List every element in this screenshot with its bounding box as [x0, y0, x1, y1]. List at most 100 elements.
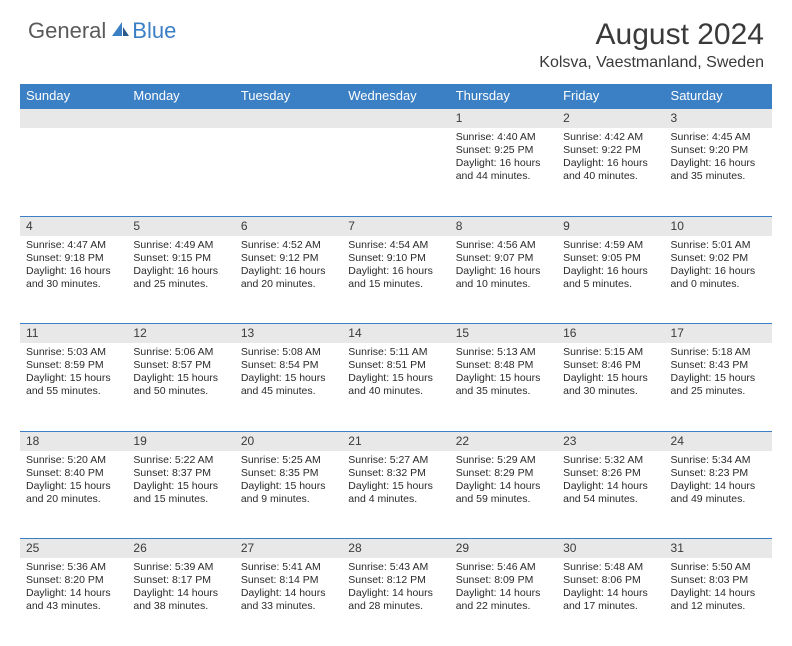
daylight-text: Daylight: 16 hours and 44 minutes.: [456, 157, 551, 183]
day-cell: Sunrise: 5:25 AMSunset: 8:35 PMDaylight:…: [235, 451, 342, 539]
daylight-text: Daylight: 14 hours and 59 minutes.: [456, 480, 551, 506]
weekday-header-row: Sunday Monday Tuesday Wednesday Thursday…: [20, 84, 772, 108]
sunset-text: Sunset: 9:07 PM: [456, 252, 551, 265]
sunrise-text: Sunrise: 4:49 AM: [133, 239, 228, 252]
sunrise-text: Sunrise: 5:39 AM: [133, 561, 228, 574]
sunset-text: Sunset: 9:10 PM: [348, 252, 443, 265]
sunset-text: Sunset: 9:15 PM: [133, 252, 228, 265]
sunrise-text: Sunrise: 4:42 AM: [563, 131, 658, 144]
day-number: 18: [20, 431, 127, 451]
daylight-text: Daylight: 14 hours and 33 minutes.: [241, 587, 336, 613]
day-cell: Sunrise: 5:36 AMSunset: 8:20 PMDaylight:…: [20, 558, 127, 646]
weekday-header: Tuesday: [235, 84, 342, 108]
sunset-text: Sunset: 8:32 PM: [348, 467, 443, 480]
day-cell: Sunrise: 5:34 AMSunset: 8:23 PMDaylight:…: [665, 451, 772, 539]
daylight-text: Daylight: 16 hours and 25 minutes.: [133, 265, 228, 291]
sunrise-text: Sunrise: 5:29 AM: [456, 454, 551, 467]
day-number: 2: [557, 108, 664, 128]
month-title: August 2024: [539, 18, 764, 52]
weekday-header: Wednesday: [342, 84, 449, 108]
sunset-text: Sunset: 8:35 PM: [241, 467, 336, 480]
daylight-text: Daylight: 14 hours and 49 minutes.: [671, 480, 766, 506]
daylight-text: Daylight: 16 hours and 5 minutes.: [563, 265, 658, 291]
day-number: 5: [127, 216, 234, 236]
day-number-row: 25262728293031: [20, 539, 772, 559]
day-cell: Sunrise: 5:08 AMSunset: 8:54 PMDaylight:…: [235, 343, 342, 431]
daylight-text: Daylight: 14 hours and 28 minutes.: [348, 587, 443, 613]
day-cell: [127, 128, 234, 216]
day-info-row: Sunrise: 5:20 AMSunset: 8:40 PM Daylight:…: [20, 451, 772, 539]
weekday-header: Thursday: [450, 84, 557, 108]
day-cell: [20, 128, 127, 216]
day-cell: Sunrise: 5:18 AMSunset: 8:43 PMDaylight:…: [665, 343, 772, 431]
sunset-text: Sunset: 9:18 PM: [26, 252, 121, 265]
day-info-row: Sunrise: 4:47 AMSunset: 9:18 PMDaylight:…: [20, 236, 772, 324]
sunrise-text: Sunrise: 5:11 AM: [348, 346, 443, 359]
day-cell: Sunrise: 4:40 AMSunset: 9:25 PMDaylight:…: [450, 128, 557, 216]
day-number: 17: [665, 324, 772, 344]
day-cell: Sunrise: 5:13 AMSunset: 8:48 PMDaylight:…: [450, 343, 557, 431]
sunset-text: Sunset: 8:48 PM: [456, 359, 551, 372]
sunset-text: Sunset: 8:14 PM: [241, 574, 336, 587]
daylight-text: Daylight: 15 hours and 55 minutes.: [26, 372, 121, 398]
day-cell: Sunrise: 4:42 AMSunset: 9:22 PMDaylight:…: [557, 128, 664, 216]
day-cell: [342, 128, 449, 216]
day-number: 10: [665, 216, 772, 236]
day-number: 14: [342, 324, 449, 344]
sunset-text: Sunset: 8:03 PM: [671, 574, 766, 587]
sunset-text: Sunset: 8:57 PM: [133, 359, 228, 372]
sunrise-text: Sunrise: 5:01 AM: [671, 239, 766, 252]
day-cell: Sunrise: 5:27 AMSunset: 8:32 PMDaylight:…: [342, 451, 449, 539]
daylight-text: Daylight: 16 hours and 35 minutes.: [671, 157, 766, 183]
sunrise-text: Sunrise: 5:50 AM: [671, 561, 766, 574]
daylight-text: Daylight: 16 hours and 0 minutes.: [671, 265, 766, 291]
daylight-text: Daylight: 16 hours and 30 minutes.: [26, 265, 121, 291]
day-cell: Sunrise: 4:45 AMSunset: 9:20 PMDaylight:…: [665, 128, 772, 216]
day-number: 22: [450, 431, 557, 451]
day-number: 8: [450, 216, 557, 236]
sunset-text: Sunset: 8:09 PM: [456, 574, 551, 587]
title-block: August 2024 Kolsva, Vaestmanland, Sweden: [539, 18, 764, 72]
day-cell: Sunrise: 5:43 AMSunset: 8:12 PMDaylight:…: [342, 558, 449, 646]
day-cell: Sunrise: 5:29 AMSunset: 8:29 PMDaylight:…: [450, 451, 557, 539]
day-cell: Sunrise: 5:20 AMSunset: 8:40 PMDaylight:…: [20, 451, 127, 539]
day-cell: Sunrise: 5:22 AMSunset: 8:37 PMDaylight:…: [127, 451, 234, 539]
day-number: 24: [665, 431, 772, 451]
sunset-text: Sunset: 8:23 PM: [671, 467, 766, 480]
day-number: 26: [127, 539, 234, 559]
day-number: 11: [20, 324, 127, 344]
day-number: 15: [450, 324, 557, 344]
daylight-text: Daylight: 15 hours and 4 minutes.: [348, 480, 443, 506]
sunrise-text: Sunrise: 5:18 AM: [671, 346, 766, 359]
sunset-text: Sunset: 8:26 PM: [563, 467, 658, 480]
weekday-header: Saturday: [665, 84, 772, 108]
sunrise-text: Sunrise: 5:13 AM: [456, 346, 551, 359]
day-number-row: 11121314151617: [20, 324, 772, 344]
day-number-row: 123: [20, 108, 772, 128]
sunrise-text: Sunrise: 5:43 AM: [348, 561, 443, 574]
daylight-text: Daylight: 16 hours and 40 minutes.: [563, 157, 658, 183]
day-number: 16: [557, 324, 664, 344]
daylight-text: Daylight: 15 hours and 40 minutes.: [348, 372, 443, 398]
day-number: 1: [450, 108, 557, 128]
day-cell: Sunrise: 5:41 AMSunset: 8:14 PMDaylight:…: [235, 558, 342, 646]
day-number: 30: [557, 539, 664, 559]
header: General Blue August 2024 Kolsva, Vaestma…: [0, 0, 792, 80]
day-number: 7: [342, 216, 449, 236]
sunset-text: Sunset: 8:12 PM: [348, 574, 443, 587]
day-number: 28: [342, 539, 449, 559]
sunset-text: Sunset: 8:20 PM: [26, 574, 121, 587]
day-number: 9: [557, 216, 664, 236]
day-cell: [235, 128, 342, 216]
sunrise-text: Sunrise: 5:32 AM: [563, 454, 658, 467]
day-number: 23: [557, 431, 664, 451]
day-cell: Sunrise: 5:50 AMSunset: 8:03 PMDaylight:…: [665, 558, 772, 646]
sunset-text: Sunset: 8:40 PM: [26, 467, 121, 480]
day-cell: Sunrise: 5:32 AMSunset: 8:26 PMDaylight:…: [557, 451, 664, 539]
weekday-header: Monday: [127, 84, 234, 108]
sunset-text: Sunset: 9:05 PM: [563, 252, 658, 265]
sunrise-text: Sunrise: 5:20 AM: [26, 454, 121, 467]
daylight-text: Daylight: 14 hours and 54 minutes.: [563, 480, 658, 506]
day-cell: Sunrise: 4:54 AMSunset: 9:10 PMDaylight:…: [342, 236, 449, 324]
day-cell: Sunrise: 5:48 AMSunset: 8:06 PMDaylight:…: [557, 558, 664, 646]
